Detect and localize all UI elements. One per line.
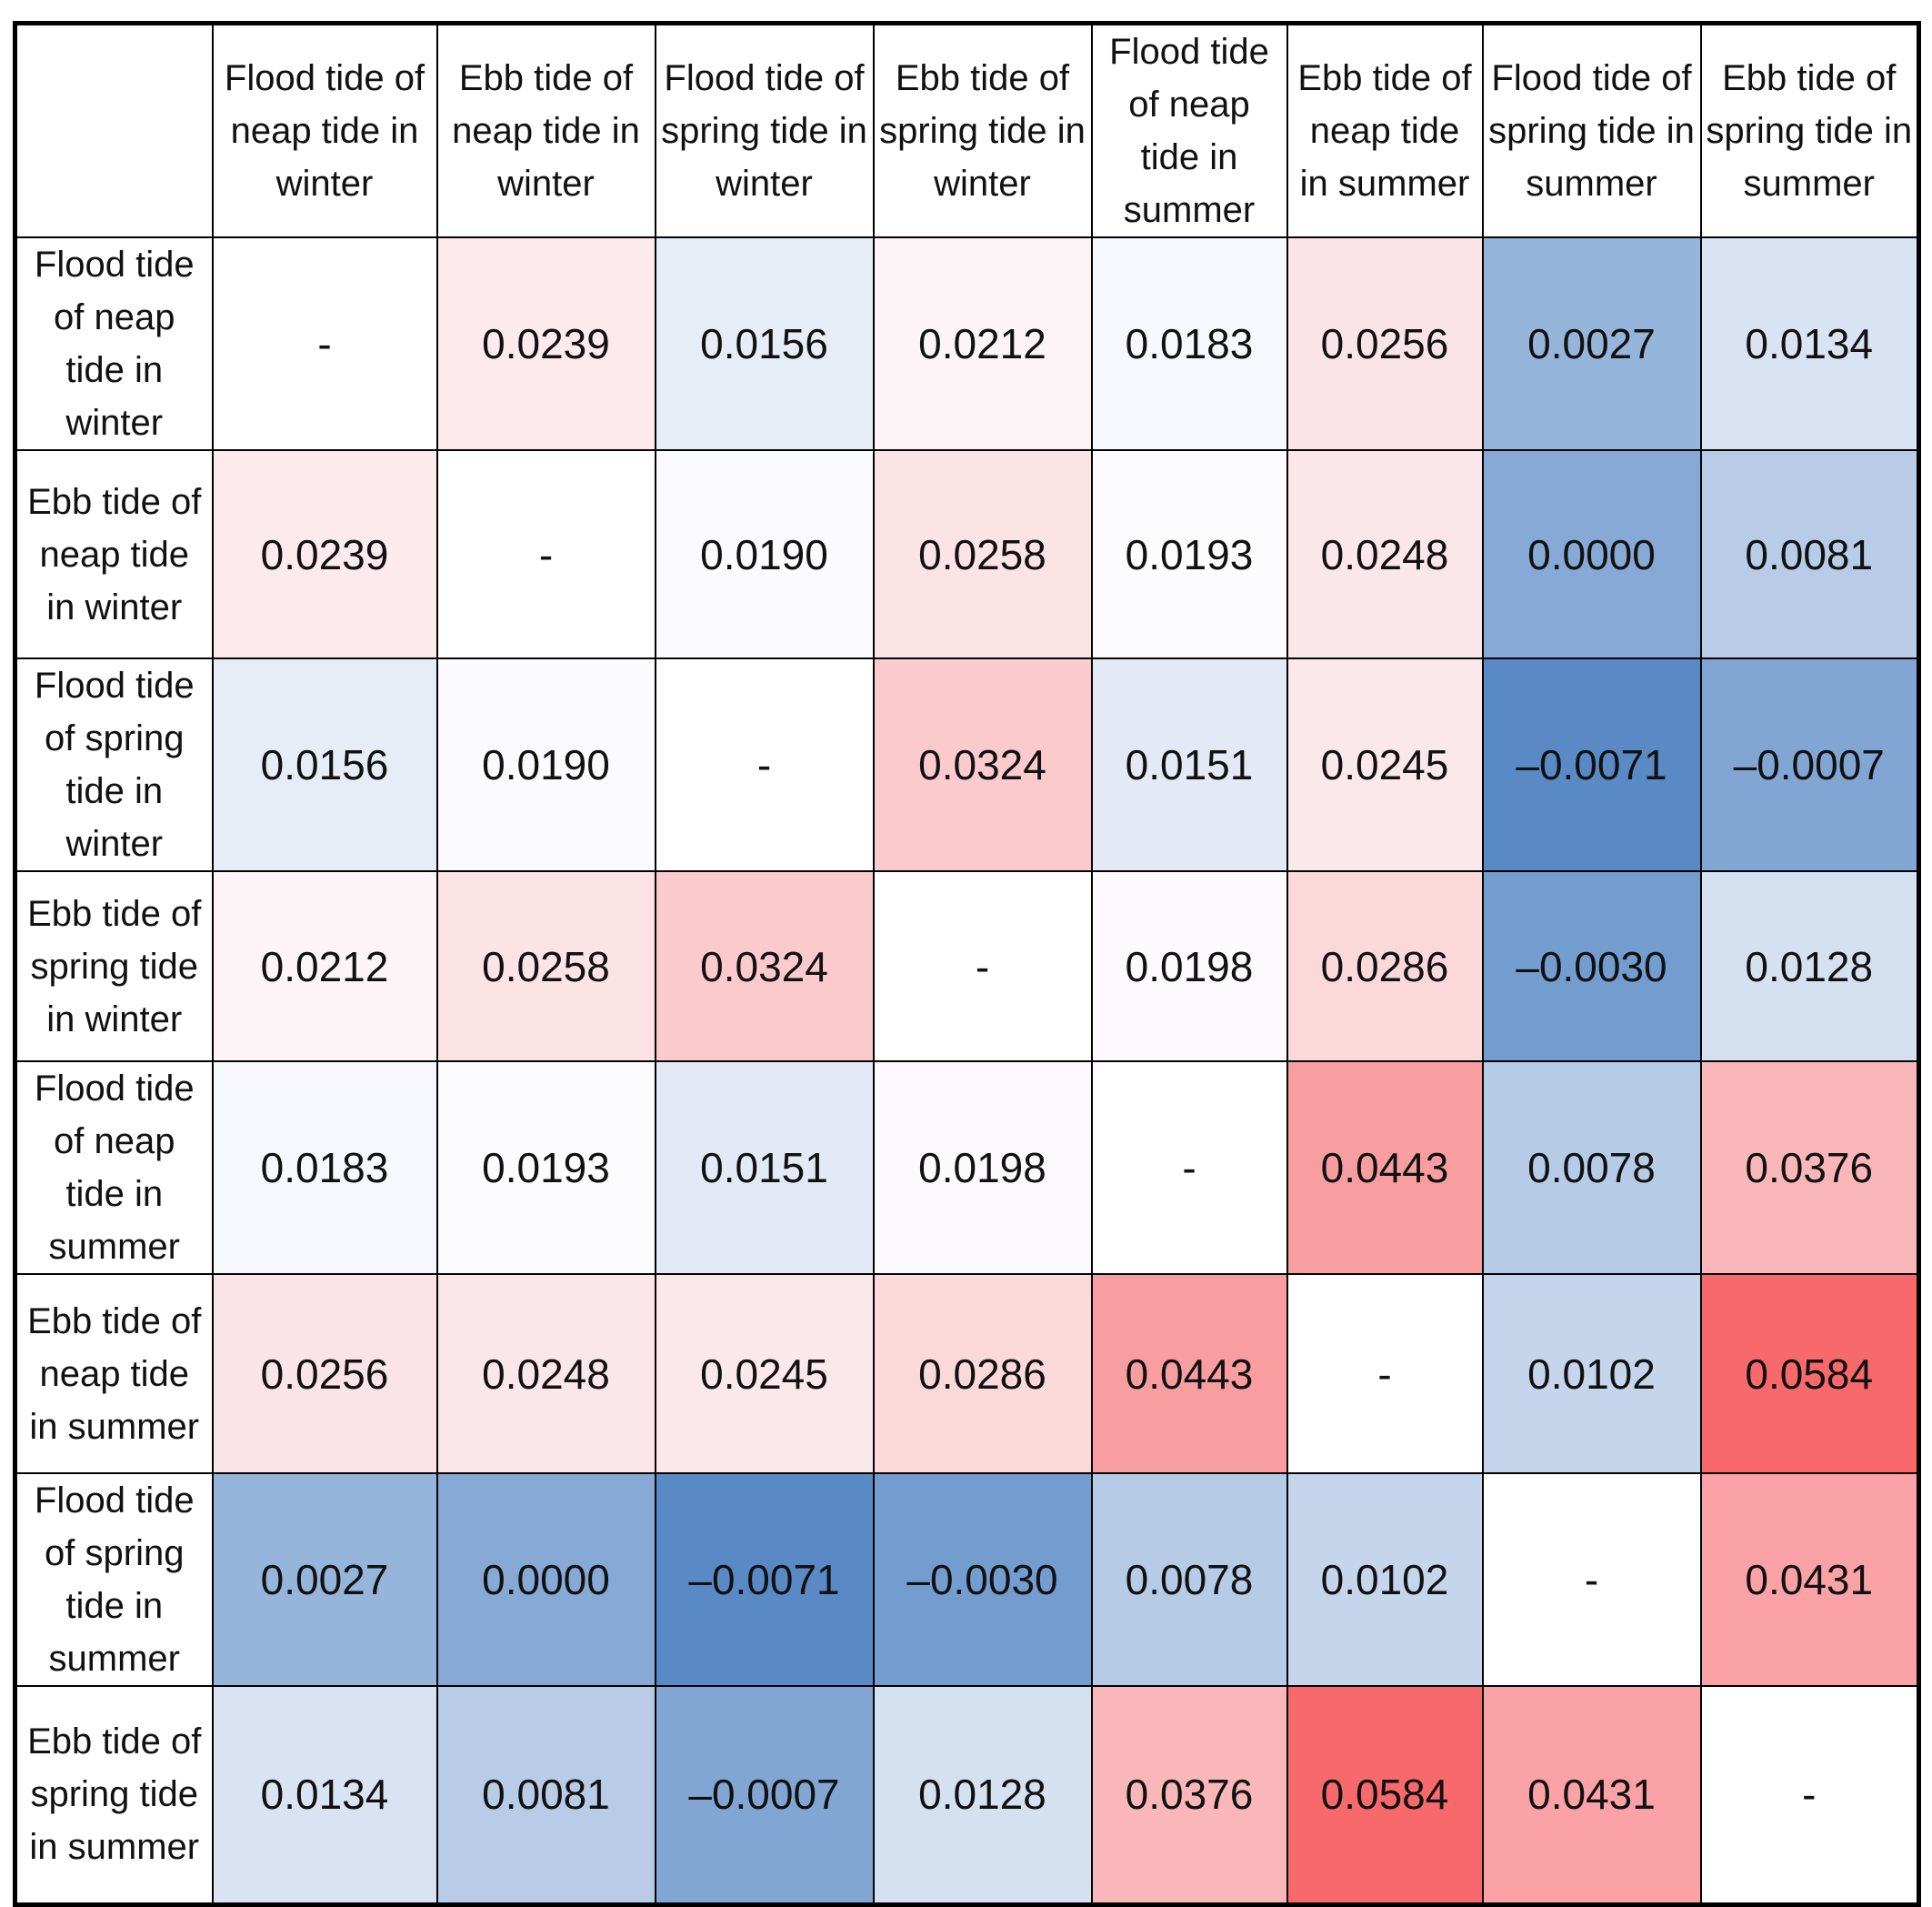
value-cell: 0.0245 xyxy=(1286,657,1484,872)
value-cell: - xyxy=(1286,1273,1484,1474)
value-cell: 0.0000 xyxy=(1481,449,1702,659)
value-cell: 0.0431 xyxy=(1699,1472,1920,1687)
value-cell: 0.0584 xyxy=(1286,1685,1484,1905)
value-cell: 0.0081 xyxy=(1699,449,1920,659)
value-cell: 0.0102 xyxy=(1286,1472,1484,1687)
value-cell: 0.0324 xyxy=(654,870,875,1062)
value-cell: - xyxy=(1090,1060,1288,1275)
value-cell: 0.0156 xyxy=(211,657,438,872)
row-header: Ebb tide of spring tide in winter xyxy=(14,870,214,1062)
table-row: Flood tide of neap tide in winter -0.0239… xyxy=(14,236,1920,451)
value-cell: 0.0081 xyxy=(435,1685,656,1905)
header-row: Flood tide of neap tide in winter Ebb tid… xyxy=(14,22,1920,238)
table-row: Ebb tide of neap tide in summer 0.0256 0.0… xyxy=(14,1273,1920,1474)
value-cell: - xyxy=(435,449,656,659)
value-cell: –0.0007 xyxy=(1699,657,1920,872)
value-cell: 0.0128 xyxy=(872,1685,1093,1905)
row-header: Flood tide of spring tide in winter xyxy=(14,657,214,872)
table-row: Flood tide of spring tide in winter 0.015… xyxy=(14,657,1920,872)
value-cell: 0.0212 xyxy=(872,236,1093,451)
value-cell: 0.0256 xyxy=(211,1273,438,1474)
value-cell: 0.0151 xyxy=(1090,657,1288,872)
value-cell: - xyxy=(1481,1472,1702,1687)
column-header: Flood tide of spring tide in winter xyxy=(654,22,875,238)
row-header: Flood tide of spring tide in summer xyxy=(14,1472,214,1687)
value-cell: 0.0193 xyxy=(435,1060,656,1275)
value-cell: 0.0258 xyxy=(435,870,656,1062)
value-cell: 0.0198 xyxy=(1090,870,1288,1062)
value-cell: 0.0376 xyxy=(1699,1060,1920,1275)
value-cell: –0.0071 xyxy=(1481,657,1702,872)
column-header: Flood tide of neap tide in summer xyxy=(1090,22,1288,238)
column-header: Ebb tide of neap tide in winter xyxy=(435,22,656,238)
value-cell: 0.0102 xyxy=(1481,1273,1702,1474)
row-header: Ebb tide of spring tide in summer xyxy=(14,1685,214,1905)
column-header: Ebb tide of spring tide in summer xyxy=(1699,22,1920,238)
value-cell: - xyxy=(211,236,438,451)
value-cell: 0.0324 xyxy=(872,657,1093,872)
value-cell: 0.0245 xyxy=(654,1273,875,1474)
table-row: Ebb tide of neap tide in winter 0.0239-0.… xyxy=(14,449,1920,659)
value-cell: 0.0212 xyxy=(211,870,438,1062)
value-cell: 0.0286 xyxy=(1286,870,1484,1062)
row-header: Ebb tide of neap tide in winter xyxy=(14,449,214,659)
value-cell: - xyxy=(1699,1685,1920,1905)
column-header: Flood tide of spring tide in summer xyxy=(1481,22,1702,238)
value-cell: 0.0151 xyxy=(654,1060,875,1275)
corner-cell xyxy=(14,22,214,238)
value-cell: 0.0239 xyxy=(211,449,438,659)
value-cell: 0.0190 xyxy=(435,657,656,872)
value-cell: 0.0248 xyxy=(1286,449,1484,659)
value-cell: –0.0071 xyxy=(654,1472,875,1687)
value-cell: 0.0000 xyxy=(435,1472,656,1687)
value-cell: 0.0248 xyxy=(435,1273,656,1474)
value-cell: 0.0027 xyxy=(1481,236,1702,451)
value-cell: 0.0027 xyxy=(211,1472,438,1687)
value-cell: 0.0443 xyxy=(1286,1060,1484,1275)
row-header: Flood tide of neap tide in winter xyxy=(14,236,214,451)
value-cell: 0.0190 xyxy=(654,449,875,659)
value-cell: 0.0431 xyxy=(1481,1685,1702,1905)
value-cell: 0.0078 xyxy=(1481,1060,1702,1275)
value-cell: 0.0286 xyxy=(872,1273,1093,1474)
value-cell: 0.0198 xyxy=(872,1060,1093,1275)
value-cell: 0.0239 xyxy=(435,236,656,451)
value-cell: 0.0584 xyxy=(1699,1273,1920,1474)
value-cell: 0.0134 xyxy=(1699,236,1920,451)
value-cell: - xyxy=(872,870,1093,1062)
value-cell: 0.0183 xyxy=(1090,236,1288,451)
value-cell: 0.0258 xyxy=(872,449,1093,659)
value-cell: 0.0443 xyxy=(1090,1273,1288,1474)
table-row: Flood tide of spring tide in summer 0.002… xyxy=(14,1472,1920,1687)
value-cell: 0.0256 xyxy=(1286,236,1484,451)
value-cell: 0.0134 xyxy=(211,1685,438,1905)
correlation-table: Flood tide of neap tide in winter Ebb tid… xyxy=(13,21,1921,1907)
value-cell: –0.0007 xyxy=(654,1685,875,1905)
value-cell: 0.0193 xyxy=(1090,449,1288,659)
table-row: Ebb tide of spring tide in winter 0.0212 0… xyxy=(14,870,1920,1062)
value-cell: 0.0156 xyxy=(654,236,875,451)
column-header: Ebb tide of neap tide in summer xyxy=(1286,22,1484,238)
value-cell: 0.0078 xyxy=(1090,1472,1288,1687)
row-header: Ebb tide of neap tide in summer xyxy=(14,1273,214,1474)
column-header: Flood tide of neap tide in winter xyxy=(211,22,438,238)
column-header: Ebb tide of spring tide in winter xyxy=(872,22,1093,238)
table-row: Flood tide of neap tide in summer 0.0183 0… xyxy=(14,1060,1920,1275)
table-row: Ebb tide of spring tide in summer 0.0134 0… xyxy=(14,1685,1920,1905)
value-cell: 0.0128 xyxy=(1699,870,1920,1062)
value-cell: 0.0376 xyxy=(1090,1685,1288,1905)
value-cell: –0.0030 xyxy=(872,1472,1093,1687)
value-cell: - xyxy=(654,657,875,872)
row-header: Flood tide of neap tide in summer xyxy=(14,1060,214,1275)
value-cell: 0.0183 xyxy=(211,1060,438,1275)
value-cell: –0.0030 xyxy=(1481,870,1702,1062)
